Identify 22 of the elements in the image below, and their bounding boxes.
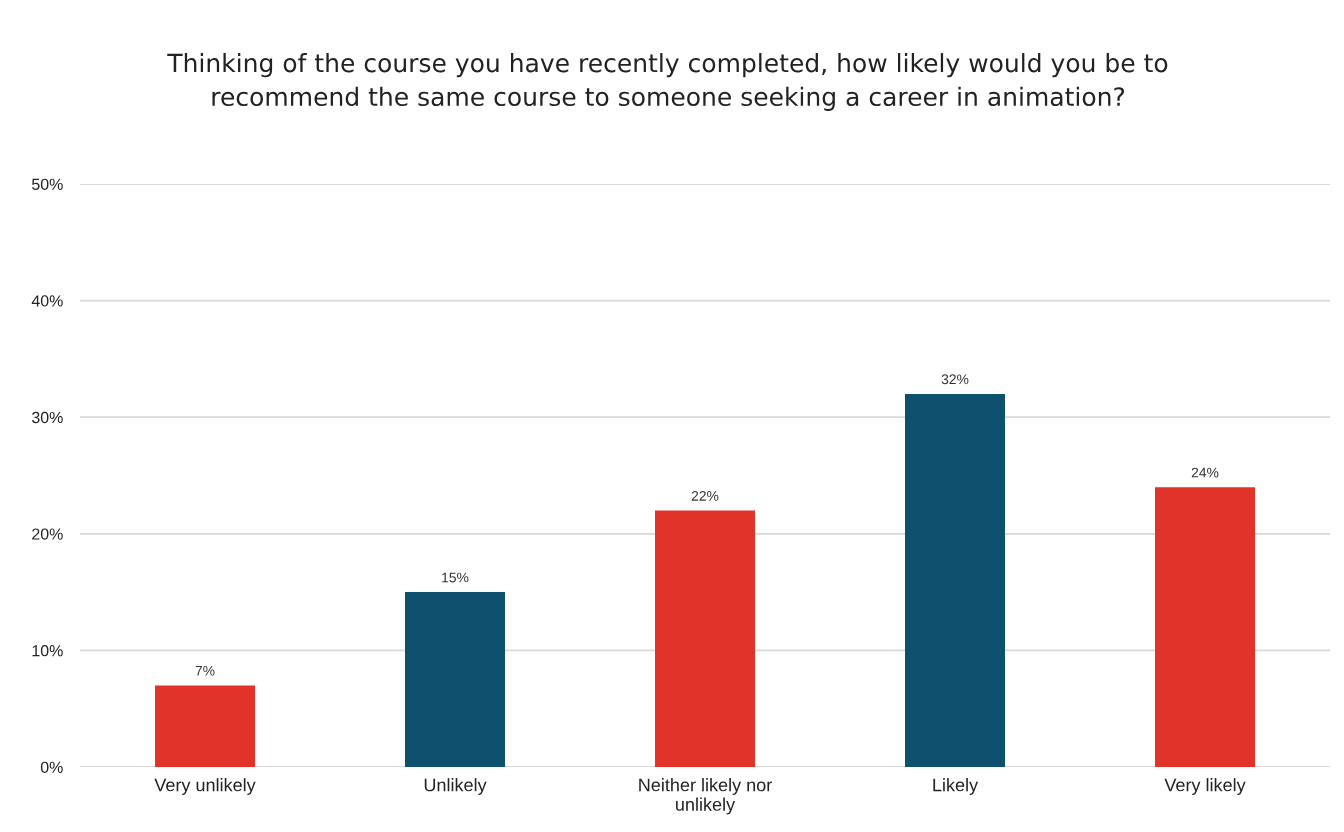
x-tick-label: Likely — [933, 778, 979, 795]
data-label: 7% — [195, 665, 215, 676]
y-tick-label: 20% — [32, 528, 63, 540]
y-tick-label: 40% — [31, 295, 63, 307]
y-tick-label: 50% — [32, 178, 63, 190]
bar — [155, 685, 255, 767]
x-tick-label: Unlikely — [424, 778, 487, 795]
data-label: 24% — [1191, 467, 1219, 478]
bar — [1155, 487, 1255, 767]
data-label: 22% — [691, 490, 719, 501]
x-tick-label: Neither likely nor unlikely — [639, 778, 772, 815]
data-label: 15% — [442, 572, 469, 583]
bar — [405, 592, 505, 767]
bar — [905, 393, 1005, 767]
x-tick-label: Very likely — [1164, 778, 1246, 795]
data-label: 32% — [941, 374, 969, 385]
bar — [655, 510, 755, 767]
chart-title: Thinking of the course you have recently completed, how likely would you be to recommend the same course to someone seeking a career in animation? — [167, 53, 1168, 111]
x-tick-label: Very unlikely — [154, 778, 256, 795]
y-tick-label: 10% — [32, 645, 63, 657]
y-tick-label: 30% — [31, 411, 63, 424]
y-tick-label: 0% — [40, 761, 63, 773]
